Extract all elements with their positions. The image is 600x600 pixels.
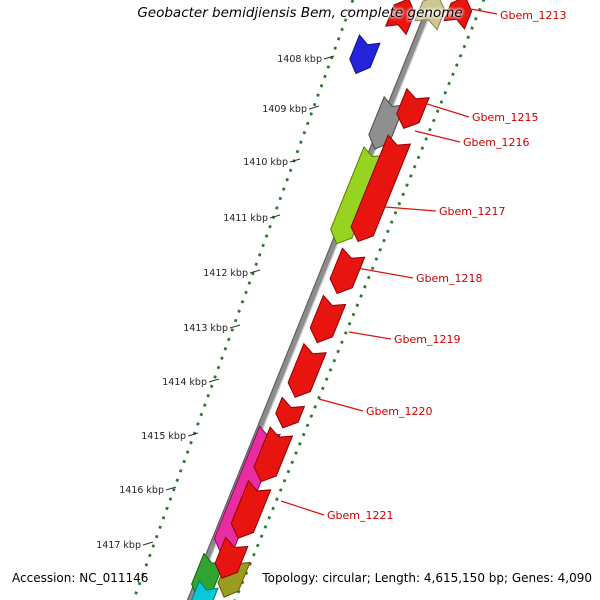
leader-line-Gbem_1218 bbox=[356, 267, 414, 279]
ruler-tick-1417 bbox=[142, 541, 154, 546]
gene-arrow-red-segment[interactable] bbox=[284, 342, 327, 402]
ruler-label-1413: 1413 kbp bbox=[183, 323, 228, 334]
ruler-dotted-track-inner bbox=[133, 0, 372, 598]
ruler-tick-1416 bbox=[165, 486, 177, 491]
leader-line-Gbem_1216 bbox=[414, 130, 461, 143]
ruler-label-1417: 1417 kbp bbox=[96, 540, 141, 551]
ruler-label-1408: 1408 kbp bbox=[277, 54, 322, 65]
gene-leader-lines bbox=[280, 5, 498, 516]
leader-line-Gbem_1217 bbox=[384, 206, 437, 212]
ruler-label-1415: 1415 kbp bbox=[141, 431, 186, 442]
gene-arrow-Gbem_1220[interactable] bbox=[272, 396, 306, 432]
ruler-tick-1414 bbox=[208, 378, 220, 383]
leader-line-Gbem_1221 bbox=[280, 500, 325, 516]
ruler-label-1414: 1414 kbp bbox=[162, 377, 207, 388]
ruler-ticks bbox=[142, 55, 335, 546]
genome-backbone-edge bbox=[178, 0, 439, 600]
gene-arrow-Gbem_1213[interactable] bbox=[443, 0, 476, 30]
gene-label-Gbem_1219[interactable]: Gbem_1219 bbox=[394, 333, 461, 346]
ruler-label-1410: 1410 kbp bbox=[243, 157, 288, 168]
ruler-tick-1415 bbox=[187, 432, 199, 437]
gene-arrow-Gbem_1215[interactable] bbox=[393, 87, 430, 133]
gene-arrow-Gbem_1219[interactable] bbox=[306, 294, 347, 347]
gene-arrow-cyan-bottom[interactable] bbox=[187, 579, 219, 600]
ruler-tick-1410 bbox=[289, 158, 301, 163]
gene-arrow-red-segment[interactable] bbox=[211, 536, 249, 582]
ruler-label-1409: 1409 kbp bbox=[262, 104, 307, 115]
leader-line-Gbem_1215 bbox=[423, 102, 470, 118]
ruler-label-1412: 1412 kbp bbox=[203, 268, 248, 279]
status-summary: Topology: circular; Length: 4,615,150 bp… bbox=[262, 571, 592, 585]
gene-label-Gbem_1217[interactable]: Gbem_1217 bbox=[439, 205, 506, 218]
genome-backbone bbox=[179, 0, 443, 600]
ruler-label-1416: 1416 kbp bbox=[119, 485, 164, 496]
gene-arrow-Gbem_1218[interactable] bbox=[326, 247, 366, 298]
gene-label-Gbem_1220[interactable]: Gbem_1220 bbox=[366, 405, 433, 418]
gene-arrow-red-segment[interactable] bbox=[347, 134, 412, 246]
status-accession: Accession: NC_011146 bbox=[12, 571, 149, 585]
gene-label-Gbem_1218[interactable]: Gbem_1218 bbox=[416, 272, 483, 285]
gene-label-Gbem_1215[interactable]: Gbem_1215 bbox=[472, 111, 539, 124]
ruler-label-1411: 1411 kbp bbox=[223, 213, 268, 224]
gene-arrow-red-segment[interactable] bbox=[250, 426, 294, 486]
gene-label-Gbem_1216[interactable]: Gbem_1216 bbox=[463, 136, 530, 149]
ruler-tick-1413 bbox=[229, 324, 241, 329]
ruler-tick-1412 bbox=[249, 269, 261, 274]
ruler-tick-1408 bbox=[323, 55, 335, 60]
leader-line-Gbem_1213 bbox=[454, 5, 498, 15]
gene-arrows-red-group bbox=[211, 0, 476, 582]
genome-title: Geobacter bemidjiensis Bem, complete gen… bbox=[137, 5, 463, 21]
leader-line-Gbem_1220 bbox=[318, 398, 364, 412]
gene-label-Gbem_1221[interactable]: Gbem_1221 bbox=[327, 509, 394, 522]
gene-arrow-tan-top[interactable] bbox=[414, 0, 449, 31]
leader-line-Gbem_1219 bbox=[348, 331, 392, 340]
gene-arrow-blue[interactable] bbox=[346, 34, 381, 78]
gene-arrow-Gbem_1217[interactable] bbox=[327, 145, 387, 248]
genome-track-group bbox=[133, 0, 486, 600]
ruler-tick-1409 bbox=[308, 105, 320, 110]
gene-arrow-red-segment[interactable] bbox=[227, 479, 272, 543]
ruler-tick-1411 bbox=[269, 214, 281, 219]
gene-label-Gbem_1213[interactable]: Gbem_1213 bbox=[500, 9, 567, 22]
gene-arrow-red-top[interactable] bbox=[384, 0, 419, 36]
